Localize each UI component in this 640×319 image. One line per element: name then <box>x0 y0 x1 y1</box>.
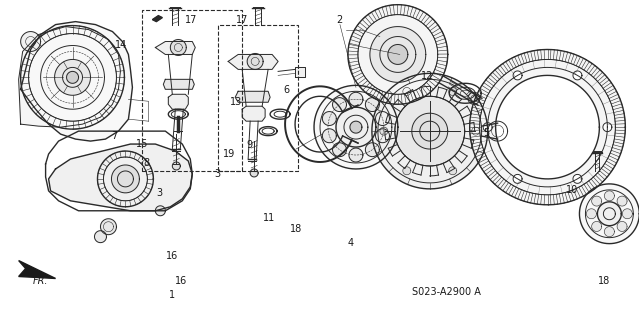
Polygon shape <box>156 206 165 216</box>
Polygon shape <box>586 209 596 219</box>
Polygon shape <box>172 162 180 170</box>
Polygon shape <box>403 167 411 175</box>
Polygon shape <box>20 22 132 141</box>
Polygon shape <box>372 73 488 189</box>
Polygon shape <box>100 219 116 235</box>
Text: 16: 16 <box>175 276 187 286</box>
Polygon shape <box>247 54 263 70</box>
Polygon shape <box>295 67 305 78</box>
Polygon shape <box>483 123 492 132</box>
Text: 18: 18 <box>598 276 611 286</box>
Polygon shape <box>250 169 258 177</box>
Text: 2: 2 <box>336 15 342 25</box>
Polygon shape <box>20 26 124 129</box>
Polygon shape <box>168 94 188 109</box>
Polygon shape <box>617 221 627 231</box>
Polygon shape <box>228 55 278 70</box>
Text: 3: 3 <box>215 169 221 179</box>
Polygon shape <box>95 231 106 243</box>
Polygon shape <box>622 209 632 219</box>
Text: 11: 11 <box>263 213 275 223</box>
Polygon shape <box>403 87 411 95</box>
Polygon shape <box>376 129 390 143</box>
Text: S023-A2900 A: S023-A2900 A <box>412 287 481 297</box>
Text: 9: 9 <box>246 140 253 150</box>
Polygon shape <box>513 71 522 80</box>
Polygon shape <box>170 40 186 56</box>
Polygon shape <box>488 121 508 141</box>
Polygon shape <box>348 5 448 104</box>
Polygon shape <box>472 127 479 135</box>
Text: 5: 5 <box>483 129 489 138</box>
Polygon shape <box>323 112 337 125</box>
Polygon shape <box>54 59 90 95</box>
Polygon shape <box>97 151 154 207</box>
Polygon shape <box>323 129 337 143</box>
Text: 16: 16 <box>166 251 178 261</box>
Text: 8: 8 <box>143 158 149 168</box>
Text: 17: 17 <box>236 15 248 25</box>
Polygon shape <box>470 49 625 205</box>
Polygon shape <box>376 112 390 125</box>
Polygon shape <box>579 184 639 244</box>
Polygon shape <box>592 196 602 206</box>
Polygon shape <box>604 191 614 201</box>
Polygon shape <box>617 196 627 206</box>
Polygon shape <box>412 113 448 149</box>
Polygon shape <box>449 167 457 175</box>
Text: 3: 3 <box>156 188 162 198</box>
Polygon shape <box>592 221 602 231</box>
Text: 7: 7 <box>111 131 118 141</box>
Polygon shape <box>67 71 79 83</box>
Polygon shape <box>388 45 408 64</box>
Text: 1: 1 <box>169 290 175 300</box>
Text: 13: 13 <box>230 97 242 107</box>
Text: 19: 19 <box>223 149 236 159</box>
Text: 14: 14 <box>115 40 127 49</box>
Polygon shape <box>49 144 192 211</box>
Polygon shape <box>603 123 612 132</box>
Polygon shape <box>235 91 270 102</box>
Text: 18: 18 <box>290 224 302 234</box>
Polygon shape <box>395 96 465 166</box>
Polygon shape <box>19 261 56 278</box>
Text: 17: 17 <box>185 15 197 25</box>
Polygon shape <box>333 143 346 157</box>
Text: 15: 15 <box>136 139 148 149</box>
Polygon shape <box>242 106 265 121</box>
Polygon shape <box>350 121 362 133</box>
Polygon shape <box>495 75 600 179</box>
Text: 12: 12 <box>421 71 433 81</box>
Polygon shape <box>365 143 380 157</box>
Polygon shape <box>152 16 163 22</box>
Polygon shape <box>370 26 426 82</box>
Polygon shape <box>513 174 522 183</box>
Polygon shape <box>336 107 376 147</box>
Polygon shape <box>349 92 363 106</box>
Polygon shape <box>163 79 195 89</box>
Polygon shape <box>19 26 120 127</box>
Polygon shape <box>468 92 480 104</box>
Text: 4: 4 <box>348 238 354 248</box>
Polygon shape <box>573 71 582 80</box>
Text: 10: 10 <box>566 185 579 195</box>
Polygon shape <box>365 98 380 112</box>
Polygon shape <box>449 87 457 95</box>
Polygon shape <box>111 165 140 193</box>
Text: FR.: FR. <box>33 276 48 286</box>
Polygon shape <box>597 202 621 226</box>
Polygon shape <box>380 127 388 135</box>
Polygon shape <box>573 174 582 183</box>
Polygon shape <box>156 41 195 55</box>
Polygon shape <box>604 227 614 237</box>
Polygon shape <box>314 85 398 169</box>
Polygon shape <box>333 98 346 112</box>
Polygon shape <box>349 148 363 162</box>
Text: 6: 6 <box>284 85 290 95</box>
Polygon shape <box>20 32 40 51</box>
